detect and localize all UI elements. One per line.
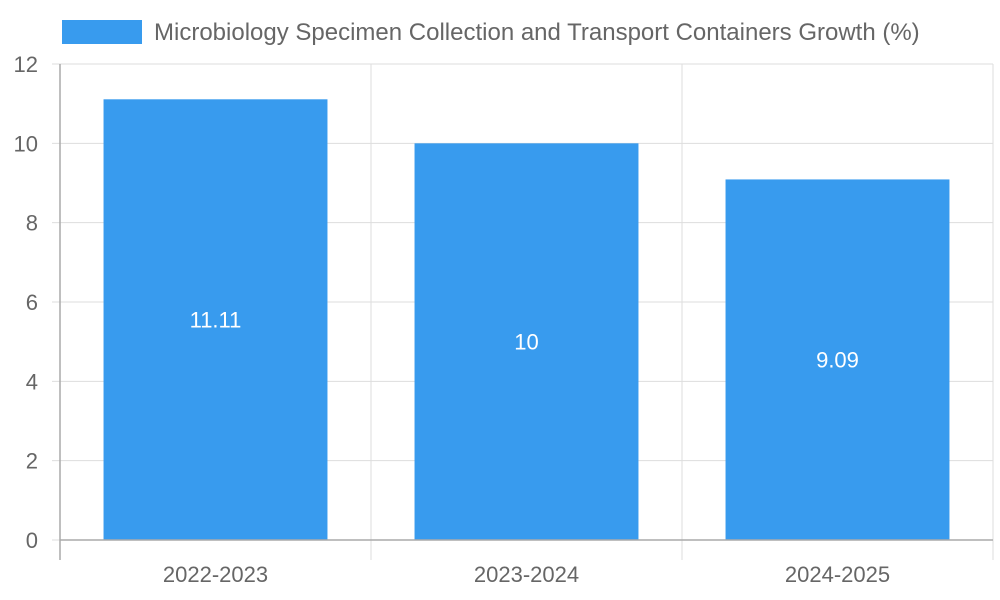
y-tick-label: 12	[14, 52, 38, 77]
bar-value-label: 11.11	[190, 308, 242, 333]
legend-label: Microbiology Specimen Collection and Tra…	[154, 19, 920, 46]
x-tick-label: 2024-2025	[785, 562, 890, 587]
x-tick-label: 2022-2023	[163, 562, 268, 587]
bar-2024-2025[interactable]	[725, 179, 950, 540]
y-tick-label: 0	[26, 528, 38, 553]
labels: 0 2 4 6 8 10 12 11.11 10 9.09 2022-2023 2023-2024 20…	[14, 52, 891, 587]
y-tick-label: 8	[26, 211, 38, 236]
bars	[103, 99, 950, 541]
legend[interactable]: Microbiology Specimen Collection and Tra…	[62, 19, 920, 46]
bar-2022-2023[interactable]	[103, 99, 328, 540]
y-tick-label: 6	[26, 290, 38, 315]
bar-value-label: 9.09	[816, 348, 859, 373]
bar-2023-2024[interactable]	[414, 143, 639, 541]
y-tick-label: 4	[26, 369, 38, 394]
axes	[52, 63, 993, 560]
y-tick-label: 10	[14, 131, 38, 156]
x-tick-label: 2023-2024	[474, 562, 579, 587]
legend-swatch	[62, 20, 142, 44]
y-tick-label: 2	[26, 449, 38, 474]
bar-value-label: 10	[514, 330, 538, 355]
